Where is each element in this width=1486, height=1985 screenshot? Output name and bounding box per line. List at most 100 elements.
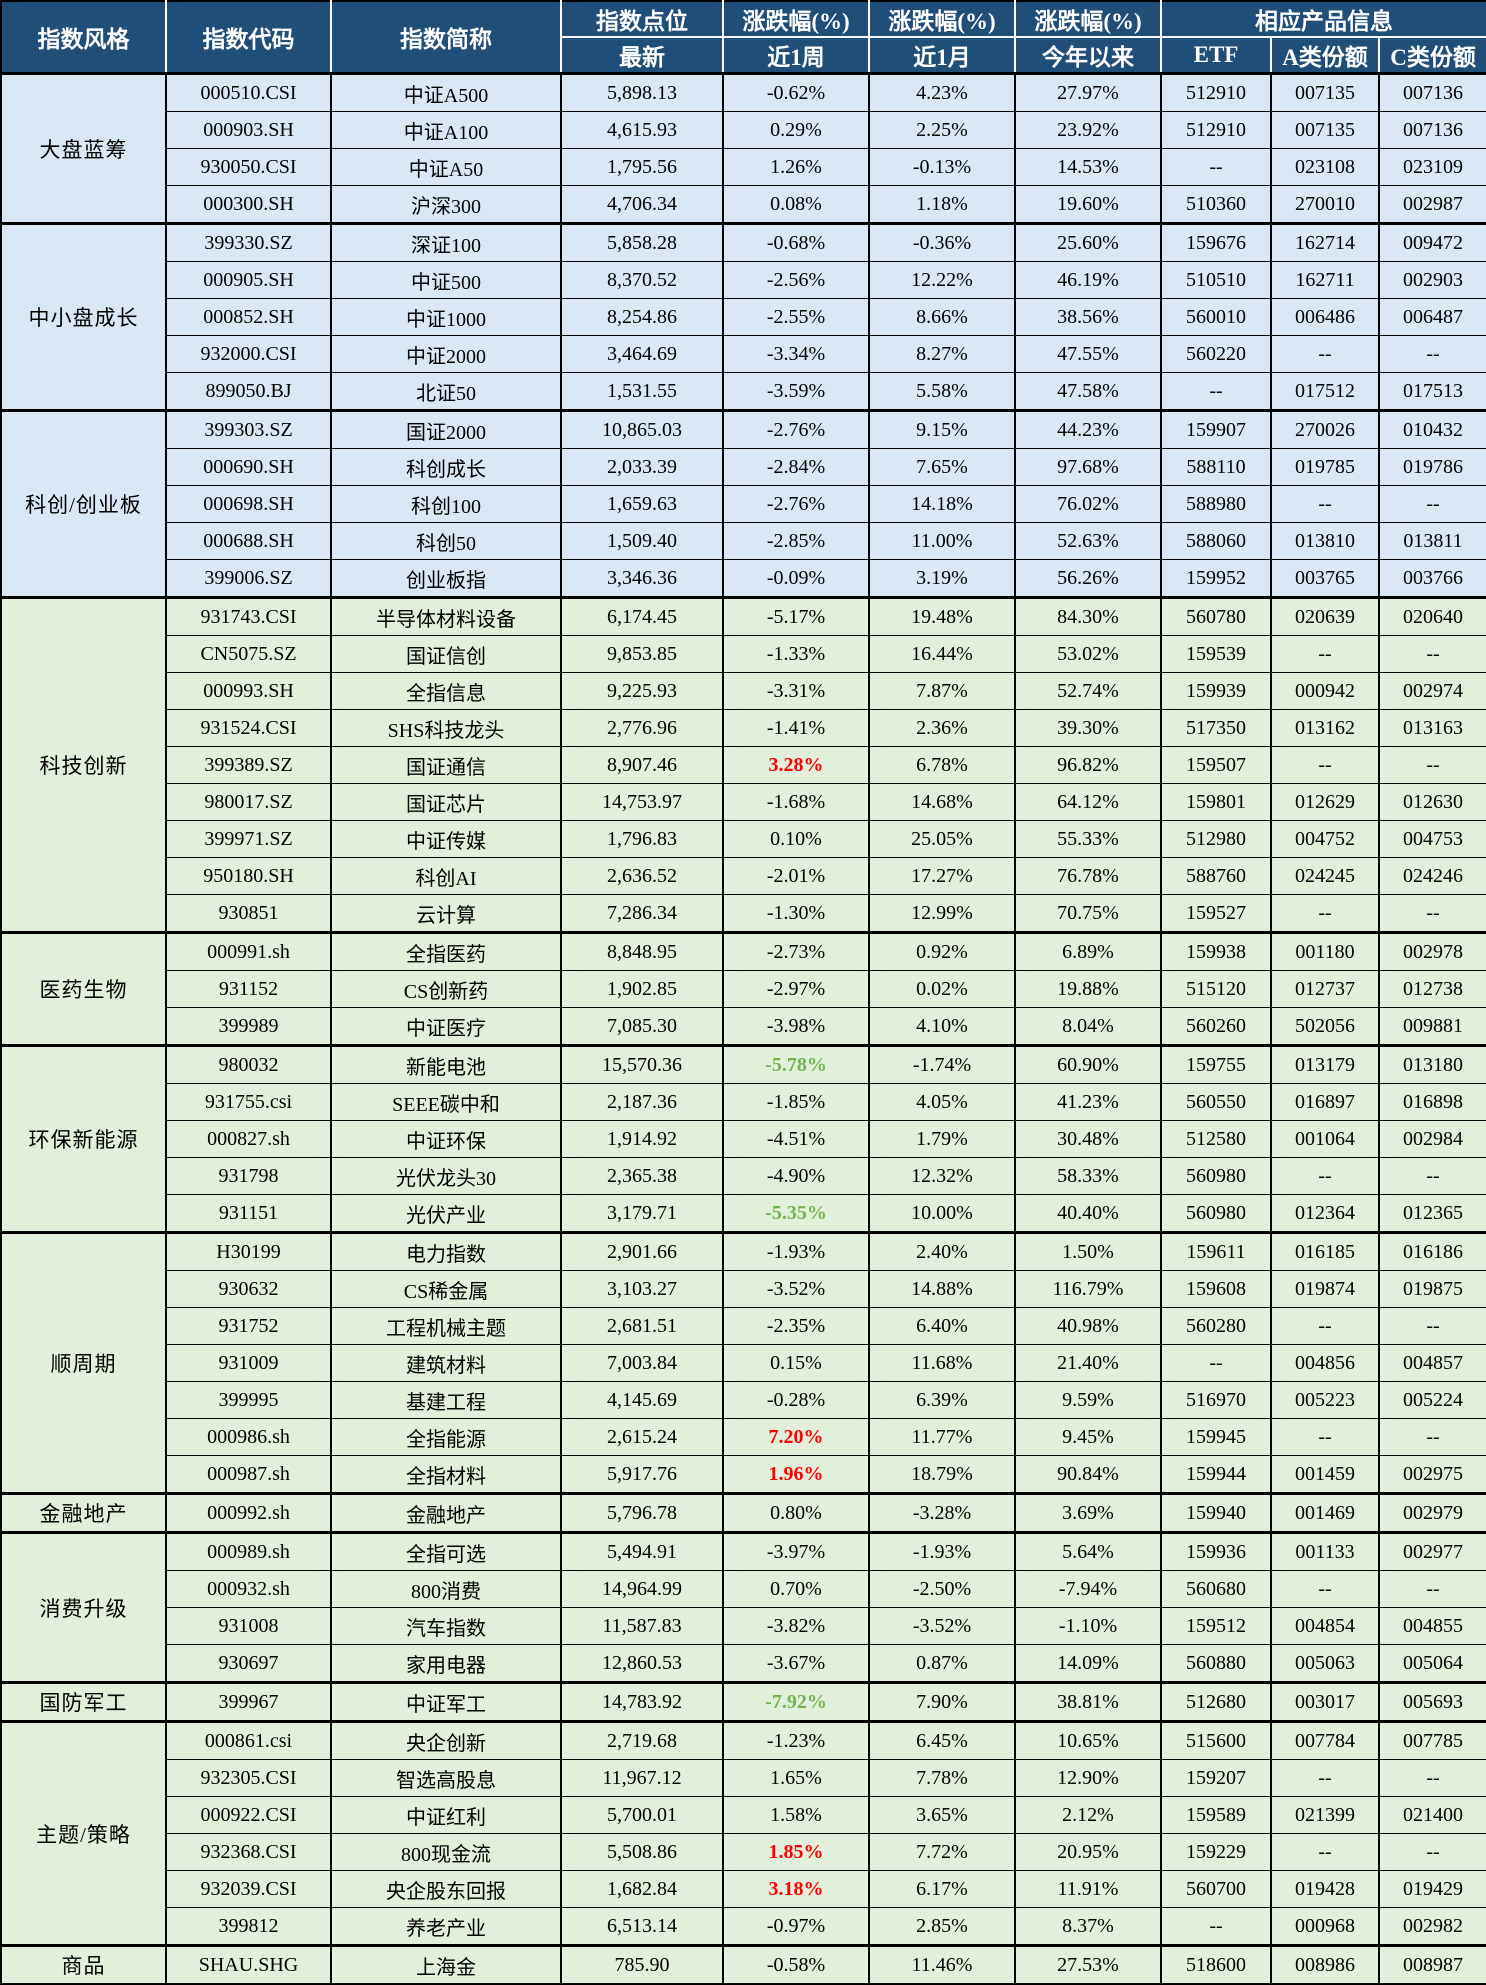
cell-week-change: -2.55% [722, 298, 870, 336]
cell-week-change: -1.33% [722, 635, 870, 673]
table-row: 主题/策略 000861.csi 央企创新 2,719.68 -1.23% 6.45% 10… [0, 1720, 1486, 1946]
cell-week-change: -2.76% [722, 485, 870, 523]
cell-share-a: 000942 [1270, 672, 1380, 710]
cell-share-a: 017512 [1270, 372, 1380, 411]
table-row: 931008 汽车指数 11,587.83 -3.82% -3.52% -1.10% 159… [1, 1607, 1486, 1645]
cell-month-change: 17.27% [868, 857, 1016, 895]
cell-latest: 15,570.36 [560, 1044, 724, 1084]
cell-month-change: 25.05% [868, 820, 1016, 858]
cell-index-name: 中证环保 [330, 1120, 562, 1158]
cell-index-code: 930697 [165, 1644, 332, 1683]
cell-month-change: 7.78% [868, 1759, 1016, 1797]
cell-ytd-change: 10.65% [1014, 1720, 1162, 1760]
cell-month-change: 8.27% [868, 335, 1016, 373]
table-row: CN5075.SZ 国证信创 9,853.85 -1.33% 16.44% 53.02% 1… [1, 635, 1486, 673]
cell-index-name: 科创100 [330, 485, 562, 523]
cell-etf: 159801 [1160, 783, 1272, 821]
cell-index-name: 中证传媒 [330, 820, 562, 858]
cell-latest: 3,346.36 [560, 559, 724, 598]
header-share-a: A类份额 [1270, 36, 1380, 75]
cell-ytd-change: 70.75% [1014, 894, 1162, 933]
cell-share-c: 010432 [1377, 409, 1486, 449]
cell-share-c: -- [1377, 1418, 1486, 1456]
cell-index-code: 980017.SZ [165, 783, 332, 821]
cell-latest: 6,174.45 [560, 596, 724, 636]
cell-month-change: 3.65% [868, 1796, 1016, 1834]
cell-index-name: 养老产业 [330, 1907, 562, 1946]
cell-ytd-change: 9.59% [1014, 1381, 1162, 1419]
cell-index-code: 000688.SH [165, 522, 332, 560]
cell-latest: 14,783.92 [560, 1681, 724, 1722]
cell-index-code: CN5075.SZ [165, 635, 332, 673]
cell-latest: 1,796.83 [560, 820, 724, 858]
table-body: 大盘蓝筹 000510.CSI 中证A500 5,898.13 -0.62% 4.23% 2… [0, 72, 1486, 1985]
cell-month-change: 1.18% [868, 185, 1016, 224]
cell-share-c: 002975 [1377, 1455, 1486, 1494]
cell-latest: 6,513.14 [560, 1907, 724, 1946]
cell-share-a: -- [1270, 1759, 1380, 1797]
table-row: 399989 中证医疗 7,085.30 -3.98% 4.10% 8.04% 560260… [1, 1007, 1486, 1046]
cell-ytd-change: 90.84% [1014, 1455, 1162, 1494]
cell-ytd-change: 12.90% [1014, 1759, 1162, 1797]
table-row: 国防军工 399967 中证军工 14,783.92 -7.92% 7.90% 38.81%… [0, 1681, 1486, 1722]
cell-etf: 560260 [1160, 1007, 1272, 1046]
cell-month-change: -0.36% [868, 222, 1016, 262]
cell-share-c: -- [1377, 1307, 1486, 1345]
cell-etf: -- [1160, 372, 1272, 411]
cell-week-change: 0.15% [722, 1344, 870, 1382]
cell-share-a: 016185 [1270, 1231, 1380, 1271]
cell-latest: 5,898.13 [560, 72, 724, 112]
cell-month-change: 0.87% [868, 1644, 1016, 1683]
table-row: 000993.SH 全指信息 9,225.93 -3.31% 7.87% 52.74% 15… [1, 672, 1486, 710]
table-row: 000905.SH 中证500 8,370.52 -2.56% 12.22% 46.19%… [1, 261, 1486, 299]
cell-ytd-change: 116.79% [1014, 1270, 1162, 1308]
table-row: 000300.SH 沪深300 4,706.34 0.08% 1.18% 19.60% 51… [1, 185, 1486, 224]
cell-week-change: -5.35% [722, 1194, 870, 1233]
cell-share-a: 004752 [1270, 820, 1380, 858]
cell-ytd-change: 46.19% [1014, 261, 1162, 299]
cell-index-name: 国证2000 [330, 409, 562, 449]
cell-share-c: 012630 [1377, 783, 1486, 821]
cell-index-code: 000922.CSI [165, 1796, 332, 1834]
cell-etf: 512580 [1160, 1120, 1272, 1158]
cell-index-name: 国证通信 [330, 746, 562, 784]
cell-week-change: -0.68% [722, 222, 870, 262]
table-row: 环保新能源 980032 新能电池 15,570.36 -5.78% -1.74% 60.9… [0, 1044, 1486, 1233]
cell-index-code: 399971.SZ [165, 820, 332, 858]
cell-week-change: 3.28% [722, 746, 870, 784]
cell-ytd-change: 47.58% [1014, 372, 1162, 411]
cell-etf: 510510 [1160, 261, 1272, 299]
cell-latest: 5,494.91 [560, 1531, 724, 1571]
cell-share-c: 013163 [1377, 709, 1486, 747]
cell-latest: 2,681.51 [560, 1307, 724, 1345]
cell-share-c: -- [1377, 1570, 1486, 1608]
cell-month-change: -3.28% [868, 1492, 1016, 1533]
cell-latest: 5,508.86 [560, 1833, 724, 1871]
table-row: 399995 基建工程 4,145.69 -0.28% 6.39% 9.59% 516970… [1, 1381, 1486, 1419]
table-row: 931524.CSI SHS科技龙头 2,776.96 -1.41% 2.36% 39.3… [1, 709, 1486, 747]
cell-index-name: 全指信息 [330, 672, 562, 710]
cell-week-change: -1.85% [722, 1083, 870, 1121]
cell-latest: 1,531.55 [560, 372, 724, 411]
cell-share-c: 007785 [1377, 1720, 1486, 1760]
cell-share-a: -- [1270, 1157, 1380, 1195]
cell-etf: 560780 [1160, 596, 1272, 636]
cell-index-name: SHS科技龙头 [330, 709, 562, 747]
cell-ytd-change: 60.90% [1014, 1044, 1162, 1084]
cell-latest: 11,587.83 [560, 1607, 724, 1645]
table-row: 科创/创业板 399303.SZ 国证2000 10,865.03 -2.76% 9.15… [0, 409, 1486, 598]
cell-index-name: 中证A50 [330, 148, 562, 186]
cell-latest: 5,796.78 [560, 1492, 724, 1533]
cell-ytd-change: 76.02% [1014, 485, 1162, 523]
cell-index-code: 931151 [165, 1194, 332, 1233]
cell-etf: 159936 [1160, 1531, 1272, 1571]
cell-share-c: -- [1377, 894, 1486, 933]
cell-ytd-change: 52.63% [1014, 522, 1162, 560]
table-row: 399812 养老产业 6,513.14 -0.97% 2.85% 8.37% -- 0009… [1, 1907, 1486, 1946]
cell-index-code: 000300.SH [165, 185, 332, 224]
table-row: 932039.CSI 央企股东回报 1,682.84 3.18% 6.17% 11.91%… [1, 1870, 1486, 1908]
group-style-label: 大盘蓝筹 [0, 72, 167, 224]
cell-share-c: 002903 [1377, 261, 1486, 299]
cell-week-change: -2.85% [722, 522, 870, 560]
cell-month-change: 11.68% [868, 1344, 1016, 1382]
